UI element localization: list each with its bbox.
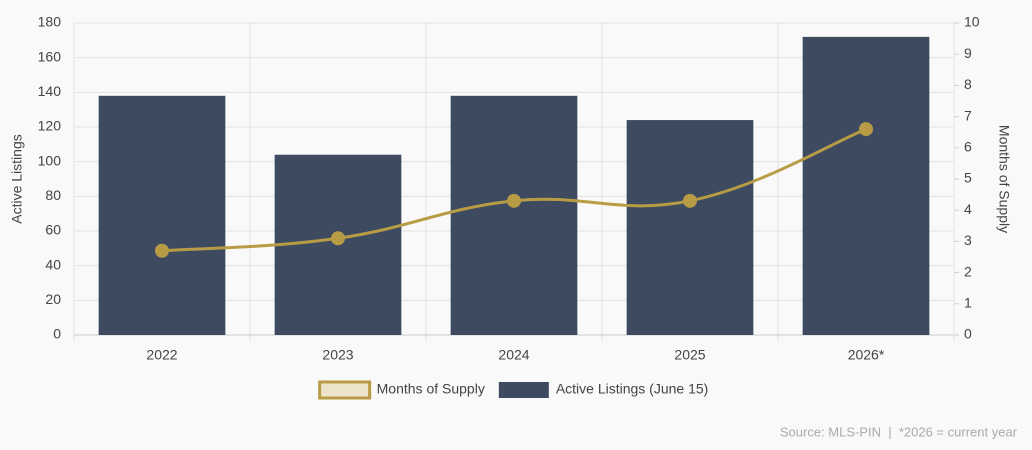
y2-tick-label: 5	[964, 170, 972, 186]
y2-tick-label: 8	[964, 76, 972, 92]
bar	[98, 95, 226, 335]
source-note: Source: MLS-PIN | *2026 = current year	[780, 424, 1018, 439]
legend-label: Active Listings (June 15)	[556, 381, 709, 397]
y2-tick-label: 7	[964, 107, 972, 123]
legend-swatch	[498, 382, 549, 398]
y-tick-label: 20	[45, 291, 61, 307]
y-tick-label: 120	[38, 118, 62, 134]
y2-tick-label: 0	[964, 326, 972, 342]
x-tick-label: 2025	[674, 347, 705, 363]
y-tick-label: 60	[45, 222, 61, 238]
y2-tick-label: 9	[964, 45, 972, 61]
y-tick-label: 180	[38, 14, 62, 30]
y-tick-label: 0	[53, 326, 61, 342]
y-tick-label: 140	[38, 83, 62, 99]
y-tick-label: 40	[45, 256, 61, 272]
line-point	[507, 193, 521, 208]
x-tick-label: 2026*	[848, 347, 885, 363]
y2-axis-title: Months of Supply	[996, 125, 1012, 233]
bar	[802, 36, 930, 335]
line-point	[683, 193, 697, 208]
y-tick-label: 100	[38, 152, 62, 168]
bar	[626, 120, 754, 335]
line-point	[155, 243, 169, 258]
y2-tick-label: 3	[964, 232, 972, 248]
x-tick-label: 2024	[498, 347, 529, 363]
line-point	[859, 122, 873, 137]
y-axis-title: Active Listings	[9, 134, 25, 223]
x-tick-label: 2022	[146, 347, 177, 363]
y2-tick-label: 6	[964, 139, 972, 155]
y2-tick-label: 10	[964, 14, 980, 30]
x-tick-label: 2023	[322, 347, 353, 363]
bar	[450, 95, 578, 335]
legend-label: Months of Supply	[377, 381, 485, 397]
y-tick-label: 160	[38, 48, 62, 64]
line-point	[331, 231, 345, 246]
y2-tick-label: 4	[964, 201, 972, 217]
y2-tick-label: 2	[964, 263, 972, 279]
y-tick-label: 80	[45, 187, 61, 203]
y2-tick-label: 1	[964, 295, 972, 311]
legend-swatch	[318, 380, 372, 400]
